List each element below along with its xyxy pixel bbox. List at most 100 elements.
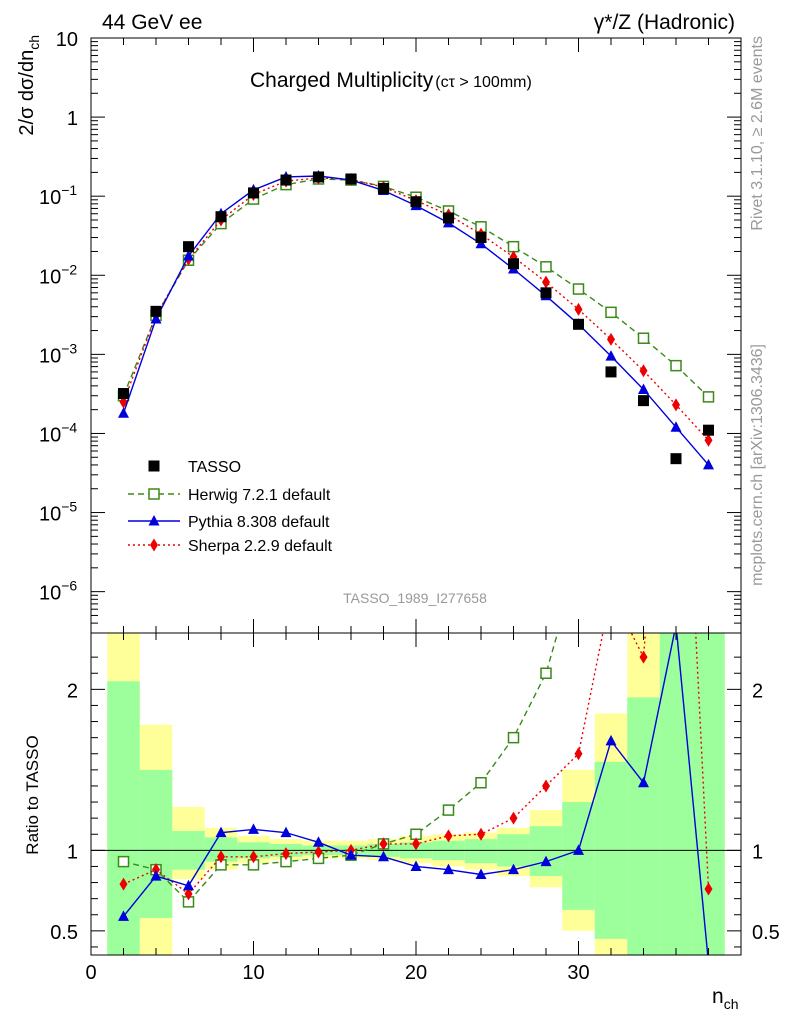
y-tick-exponent: −1 <box>61 182 77 198</box>
main-point-data <box>118 388 129 400</box>
main-point-herwig <box>702 391 715 403</box>
ratio-point-sherpa <box>379 837 388 851</box>
legend-marker-data <box>148 460 160 472</box>
header-right-label: γ*/Z (Hadronic) <box>594 11 735 34</box>
ratio-point-sherpa <box>574 747 583 761</box>
ratio-point-pythia <box>183 879 194 891</box>
x-axis-label-sub: ch <box>724 996 739 1012</box>
main-point-pythia <box>670 421 682 432</box>
x-axis-label: nch <box>712 985 738 1012</box>
chart-title: Charged Multiplicity (cτ > 100mm) <box>250 69 532 92</box>
main-line-sherpa <box>122 177 710 441</box>
ratio-point-pythia <box>345 849 357 860</box>
ratio-band-green <box>659 633 693 955</box>
ratio-point-sherpa <box>477 827 485 841</box>
ratio-point-sherpa <box>217 850 225 864</box>
header-left-label: 44 GeV ee <box>102 11 202 34</box>
legend: TASSO Herwig 7.2.1 default Pythia 8.308 de… <box>128 459 333 555</box>
ratio-point-pythia <box>248 823 259 834</box>
y-tick-label: 10−3 <box>39 340 77 367</box>
ratio-point-sherpa <box>509 811 518 825</box>
main-point-herwig <box>670 359 682 372</box>
x-tick-label: 10 <box>242 962 264 984</box>
y-tick-mantissa: 10 <box>39 266 61 288</box>
legend-label-data: TASSO <box>188 459 241 476</box>
main-point-data <box>345 173 357 185</box>
main-point-data <box>605 366 617 378</box>
main-point-data <box>703 424 714 436</box>
ratio-y-tick-label: 1 <box>67 841 78 863</box>
ratio-band-green <box>529 826 563 877</box>
main-point-data <box>670 453 682 465</box>
y-tick-mantissa: 10 <box>39 345 61 367</box>
ratio-point-herwig <box>442 804 455 816</box>
y-tick-mantissa: 10 <box>39 583 61 605</box>
main-point-sherpa <box>672 398 680 412</box>
main-line-herwig <box>122 178 709 398</box>
legend-label-sherpa: Sherpa 2.2.9 default <box>188 538 333 555</box>
legend-marker-herwig <box>148 488 160 500</box>
main-point-herwig <box>637 332 650 344</box>
ratio-point-pythia <box>540 855 552 867</box>
legend-label-herwig: Herwig 7.2.1 default <box>188 487 331 504</box>
x-axis-label-main: n <box>712 985 724 1008</box>
x-tick-label: 0 <box>85 962 96 984</box>
main-point-herwig <box>605 306 617 319</box>
main-point-data <box>313 171 324 183</box>
mcplots-info-label: mcplots.cern.ch [arXiv:1306.3436] <box>749 344 766 586</box>
main-point-data <box>638 395 649 407</box>
y-tick-mantissa: 10 <box>39 424 61 446</box>
ratio-y-tick-label-right: 0.5 <box>752 922 780 944</box>
ratio-point-herwig <box>540 667 552 679</box>
main-point-data <box>248 187 259 199</box>
ratio-point-pythia <box>475 868 487 879</box>
ratio-point-pythia <box>313 836 324 847</box>
ratio-y-tick-label-right: 2 <box>752 680 763 702</box>
ratio-point-sherpa <box>412 837 420 851</box>
x-tick-label: 20 <box>405 962 427 984</box>
chart-title-main: Charged Multiplicity <box>250 69 434 92</box>
ratio-point-pythia <box>638 776 649 788</box>
rivet-info-label: Rivet 3.1.10, ≥ 2.6M events <box>749 36 766 231</box>
ratio-point-pythia <box>443 863 454 875</box>
main-panel-series <box>117 169 715 470</box>
ratio-point-pythia <box>150 870 162 881</box>
y-tick-exponent: −6 <box>61 578 77 594</box>
main-point-data <box>150 305 162 317</box>
y-axis-label-sub: ch <box>26 35 42 50</box>
main-point-data <box>183 241 194 253</box>
main-point-pythia <box>150 313 162 324</box>
ratio-point-sherpa <box>184 887 193 901</box>
y-tick-mantissa: 10 <box>39 504 61 526</box>
ratio-point-herwig <box>117 855 130 868</box>
ratio-point-sherpa <box>639 650 648 664</box>
ratio-band-green <box>139 769 173 918</box>
ratio-point-sherpa <box>282 847 290 861</box>
ratio-band-green <box>464 839 498 864</box>
ratio-point-sherpa <box>542 779 550 793</box>
ratio-y-tick-label: 0.5 <box>50 922 78 944</box>
main-point-data <box>475 232 487 244</box>
y-tick-label: 10 <box>56 29 78 51</box>
ratio-band-green <box>107 681 140 955</box>
ratio-y-tick-label-right: 1 <box>752 841 763 863</box>
main-point-data <box>508 258 519 270</box>
ratio-point-sherpa <box>444 829 453 843</box>
ratio-point-pythia <box>215 826 227 838</box>
main-point-data <box>540 287 552 299</box>
main-point-sherpa <box>574 302 583 316</box>
main-point-data <box>443 212 454 224</box>
ratio-point-sherpa <box>249 850 258 864</box>
ratio-panel-axes: 0.5 0.51 12 20 10 20 30 <box>50 632 780 984</box>
y-axis-label: 2/σ dσ/dnch <box>16 35 42 136</box>
legend-marker-pythia <box>148 515 160 526</box>
main-point-sherpa <box>607 332 615 346</box>
ratio-line-herwig <box>123 633 559 903</box>
ratio-point-pythia <box>508 863 519 875</box>
y-tick-label: 10−5 <box>39 499 77 526</box>
x-tick-label: 30 <box>567 962 589 984</box>
y-tick-label: 10−2 <box>39 261 77 288</box>
y-axis-label-main: 2/σ dσ/dn <box>16 50 38 136</box>
main-point-data <box>280 174 292 186</box>
